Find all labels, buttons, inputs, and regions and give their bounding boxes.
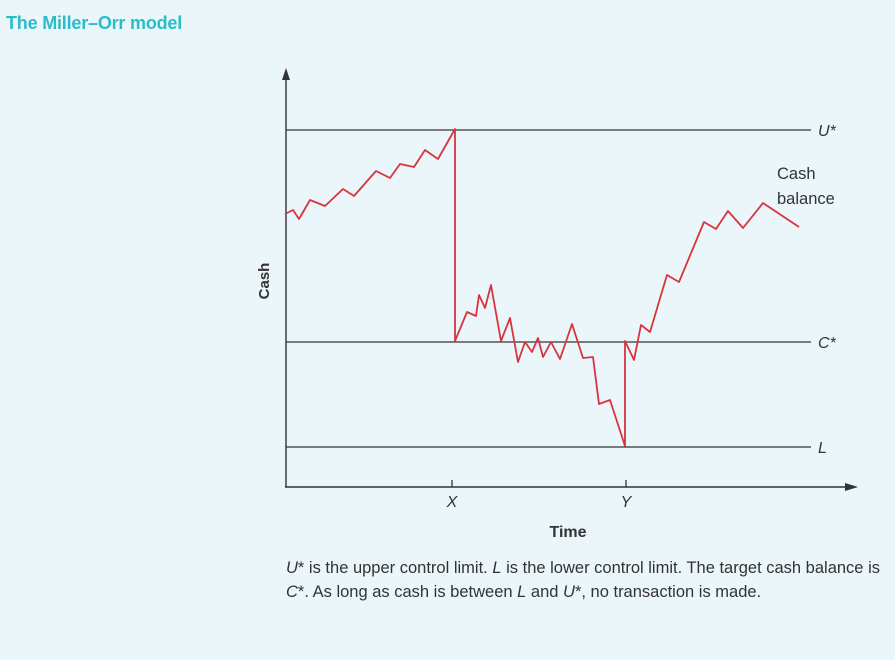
figure-caption: U* is the upper control limit. L is the … [286, 556, 886, 604]
y-axis-arrow-icon [282, 68, 290, 80]
caption-text: is the lower control limit. The target c… [501, 559, 880, 577]
x-tick-label-x: X [446, 494, 459, 511]
upper-limit-label: U* [818, 123, 837, 140]
x-tick-label-y: Y [621, 494, 633, 511]
x-axis-arrow-icon [845, 483, 858, 491]
target-label: C* [818, 335, 837, 352]
series-label-line1: Cash [777, 165, 816, 183]
caption-text: *. As long as cash is between [297, 583, 518, 601]
y-axis-label: Cash [256, 263, 273, 300]
caption-c-symbol: C [286, 583, 298, 601]
series-label-line2: balance [777, 190, 835, 208]
caption-u-symbol: U [286, 559, 298, 577]
caption-u-symbol: U [563, 583, 575, 601]
lower-limit-label: L [818, 440, 827, 457]
caption-l-symbol: L [517, 583, 527, 601]
caption-l-symbol: L [492, 559, 502, 577]
figure-title: The Miller–Orr model [6, 13, 183, 33]
caption-text: and [526, 583, 564, 601]
x-axis-label: Time [549, 524, 586, 541]
caption-text: *, no transaction is made. [574, 583, 762, 601]
caption-text: * is the upper control limit. [297, 559, 493, 577]
cash-balance-series [284, 128, 800, 447]
